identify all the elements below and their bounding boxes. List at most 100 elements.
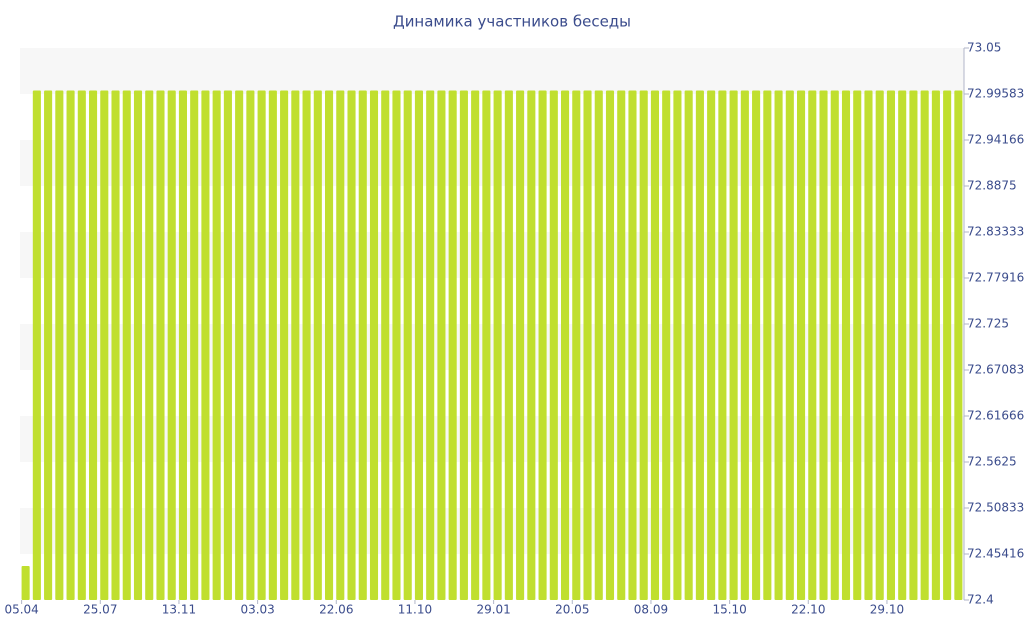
bar — [718, 90, 727, 600]
x-tick-label: 11.10 — [398, 603, 432, 617]
x-tick-label: 15.10 — [712, 603, 746, 617]
bar — [920, 90, 929, 600]
bar — [448, 90, 457, 600]
bar — [178, 90, 187, 600]
bar — [493, 90, 502, 600]
y-tick-label: 72.8875 — [967, 179, 1017, 193]
bar — [617, 90, 626, 600]
bar — [785, 90, 794, 600]
bar — [122, 90, 131, 600]
x-tick-label: 29.01 — [476, 603, 510, 617]
y-tick-label: 72.50833 — [967, 501, 1024, 515]
bar — [662, 90, 671, 600]
bar — [549, 90, 558, 600]
x-tick-label: 29.10 — [870, 603, 904, 617]
bar — [291, 90, 300, 600]
bar — [111, 90, 120, 600]
bar — [459, 90, 468, 600]
grid-band — [20, 232, 964, 279]
y-tick-label: 72.45416 — [967, 547, 1024, 561]
x-tick-label: 20.05 — [555, 603, 589, 617]
bar — [740, 90, 749, 600]
bar — [302, 90, 311, 600]
bar — [931, 90, 940, 600]
bar — [853, 90, 862, 600]
bar — [280, 90, 289, 600]
y-tick-label: 72.4 — [967, 593, 994, 607]
bar — [886, 90, 895, 600]
bar — [190, 90, 199, 600]
bar — [673, 90, 682, 600]
bar — [471, 90, 480, 600]
bar — [336, 90, 345, 600]
bar — [44, 90, 53, 600]
x-tick-label: 22.10 — [791, 603, 825, 617]
bar — [223, 90, 232, 600]
bar — [482, 90, 491, 600]
bar — [437, 90, 446, 600]
bar — [268, 90, 277, 600]
bar — [797, 90, 806, 600]
y-tick-label: 72.67083 — [967, 363, 1024, 377]
x-tick-label: 25.07 — [83, 603, 117, 617]
bar — [133, 90, 143, 600]
bar — [909, 90, 918, 600]
bar — [89, 90, 98, 600]
bar — [628, 90, 637, 600]
y-tick-label: 72.77916 — [967, 271, 1024, 285]
x-tick-label: 03.03 — [240, 603, 274, 617]
bar — [369, 90, 379, 600]
bar — [504, 90, 513, 600]
bar — [167, 90, 176, 600]
bar — [257, 90, 266, 600]
bar — [414, 90, 423, 600]
bar — [358, 90, 367, 600]
chart-title: Динамика участников беседы — [393, 13, 631, 31]
bar — [943, 90, 952, 600]
y-tick-label: 72.725 — [967, 317, 1009, 331]
bar — [707, 90, 716, 600]
bar — [212, 90, 221, 600]
bar — [841, 90, 851, 600]
bar — [21, 566, 30, 600]
bar — [954, 90, 963, 600]
y-tick-label: 72.99583 — [967, 87, 1024, 101]
y-tick-label: 73.05 — [967, 41, 1001, 55]
y-tick-label: 72.61666 — [967, 409, 1024, 423]
bar — [572, 90, 581, 600]
bar — [235, 90, 244, 600]
bar — [32, 90, 41, 600]
bar — [145, 90, 154, 600]
bar — [55, 90, 64, 600]
bar — [605, 90, 615, 600]
bar — [808, 90, 817, 600]
bar — [639, 90, 648, 600]
y-tick-label: 72.83333 — [967, 225, 1024, 239]
x-tick-label: 22.06 — [319, 603, 353, 617]
grid-band — [20, 324, 964, 371]
bar — [392, 90, 401, 600]
bar — [77, 90, 86, 600]
bar — [66, 90, 75, 600]
bar — [561, 90, 570, 600]
bar — [201, 90, 210, 600]
bar — [527, 90, 536, 600]
bar — [774, 90, 783, 600]
bar — [403, 90, 412, 600]
bar — [583, 90, 592, 600]
grid-band — [20, 140, 964, 186]
bar — [752, 90, 761, 600]
x-tick-label: 08.09 — [634, 603, 668, 617]
bar — [875, 90, 884, 600]
bar — [695, 90, 704, 600]
bar — [381, 90, 390, 600]
bar — [516, 90, 525, 600]
bar — [830, 90, 839, 600]
bar — [538, 90, 547, 600]
bar — [347, 90, 356, 600]
grid-band — [20, 508, 964, 555]
x-tick-label: 05.04 — [4, 603, 38, 617]
bar — [156, 90, 165, 600]
bar — [650, 90, 659, 600]
